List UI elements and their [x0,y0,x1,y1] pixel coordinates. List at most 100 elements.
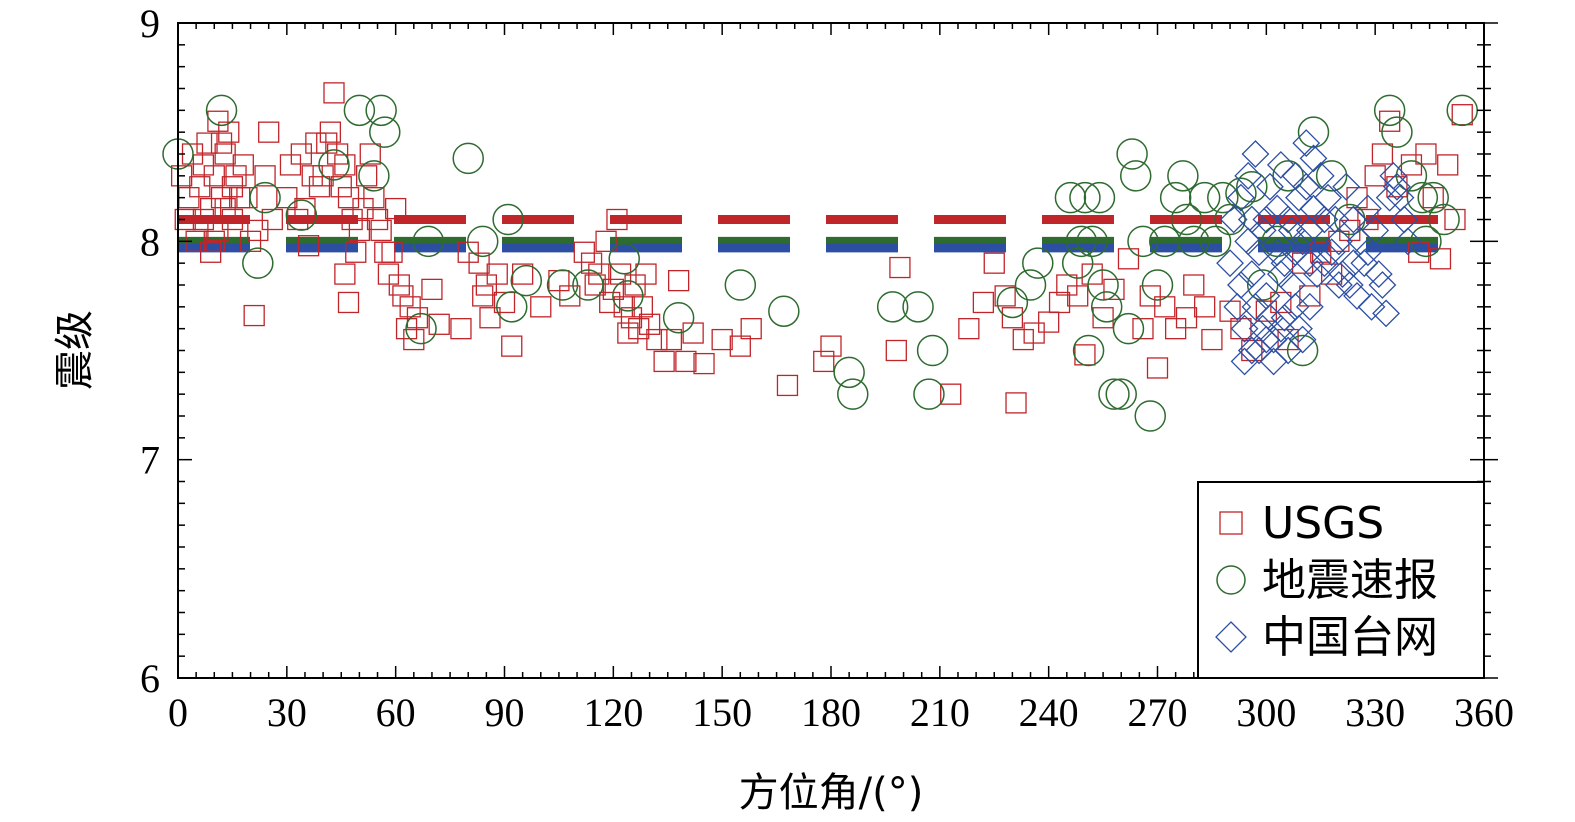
data-point [1164,318,1187,340]
data-point [675,350,697,373]
data-point [768,295,800,327]
data-point [1353,238,1382,267]
data-point [1297,116,1330,148]
data-point [363,187,385,209]
data-point [595,230,617,252]
data-point [199,197,222,220]
data-point [1069,181,1101,214]
data-point [711,328,733,351]
y-tick-label: 6 [140,656,160,701]
data-point [958,318,980,340]
data-point [1098,378,1130,410]
data-point [740,318,762,340]
data-point [366,208,389,231]
data-point [1261,225,1293,258]
data-point [994,285,1016,307]
data-point [472,285,494,307]
data-point [1373,94,1406,127]
y-axis-title: 震级 [52,310,98,390]
data-point [312,165,334,187]
data-point [1246,269,1279,301]
data-point [1054,181,1087,214]
data-point [337,187,360,209]
data-point [1292,172,1321,201]
data-point [1310,205,1339,234]
data-point [1266,150,1295,179]
x-tick-label: 30 [267,690,307,735]
data-point [392,285,414,307]
legend-marker [1215,621,1247,653]
data-point [192,154,215,176]
data-point [352,197,374,220]
data-point [1178,225,1210,258]
data-point [210,132,233,154]
data-point [229,187,251,209]
data-point [1315,160,1348,192]
data-point [1353,194,1382,223]
data-point [239,230,262,252]
data-point [1194,296,1216,318]
data-point [1295,292,1324,321]
data-point [174,208,196,231]
data-point [1291,252,1314,274]
data-point [1285,183,1313,212]
data-point [1005,392,1027,414]
data-point [1207,181,1239,214]
data-point [546,269,579,301]
x-tick-label: 180 [801,690,861,735]
data-point [365,94,397,127]
data-point [323,82,345,104]
x-tick-label: 360 [1454,690,1514,735]
data-point [343,94,376,127]
data-point [301,165,323,187]
data-point [1328,260,1357,289]
data-point [573,241,595,263]
data-point [983,252,1005,274]
data-point [913,378,945,410]
data-point [377,263,400,285]
data-point [1230,314,1259,343]
data-point [1252,325,1281,354]
data-point [693,352,715,375]
data-point [1170,203,1203,236]
data-point [635,263,657,285]
data-point [940,383,962,405]
data-point [559,285,581,307]
data-point [885,339,907,362]
data-point [1383,172,1411,201]
data-point [1241,292,1270,321]
data-point [572,269,604,301]
data-point [1201,328,1223,351]
data-point [833,356,865,389]
data-point [1048,291,1071,314]
data-point [1038,311,1060,333]
data-point [170,165,193,187]
data-point [1324,271,1353,299]
data-point [210,187,233,209]
data-point [682,322,704,344]
data-point [326,143,349,165]
data-point [624,274,646,296]
data-point [996,286,1029,319]
data-point [902,291,934,323]
data-point [1105,378,1137,410]
data-point [1306,161,1335,190]
data-point [492,203,524,236]
data-point [290,143,312,165]
data-point [399,296,421,318]
data-point [1343,281,1371,310]
data-point [1067,285,1089,307]
data-point [1310,241,1332,263]
legend-label: 中国台网 [1262,612,1438,663]
data-point [1134,400,1166,432]
data-point [334,263,356,285]
data-point [316,132,338,154]
data-point [428,313,450,335]
data-point [1417,181,1449,214]
data-point [192,208,215,231]
series-square [170,82,1473,414]
data-point [972,291,995,314]
